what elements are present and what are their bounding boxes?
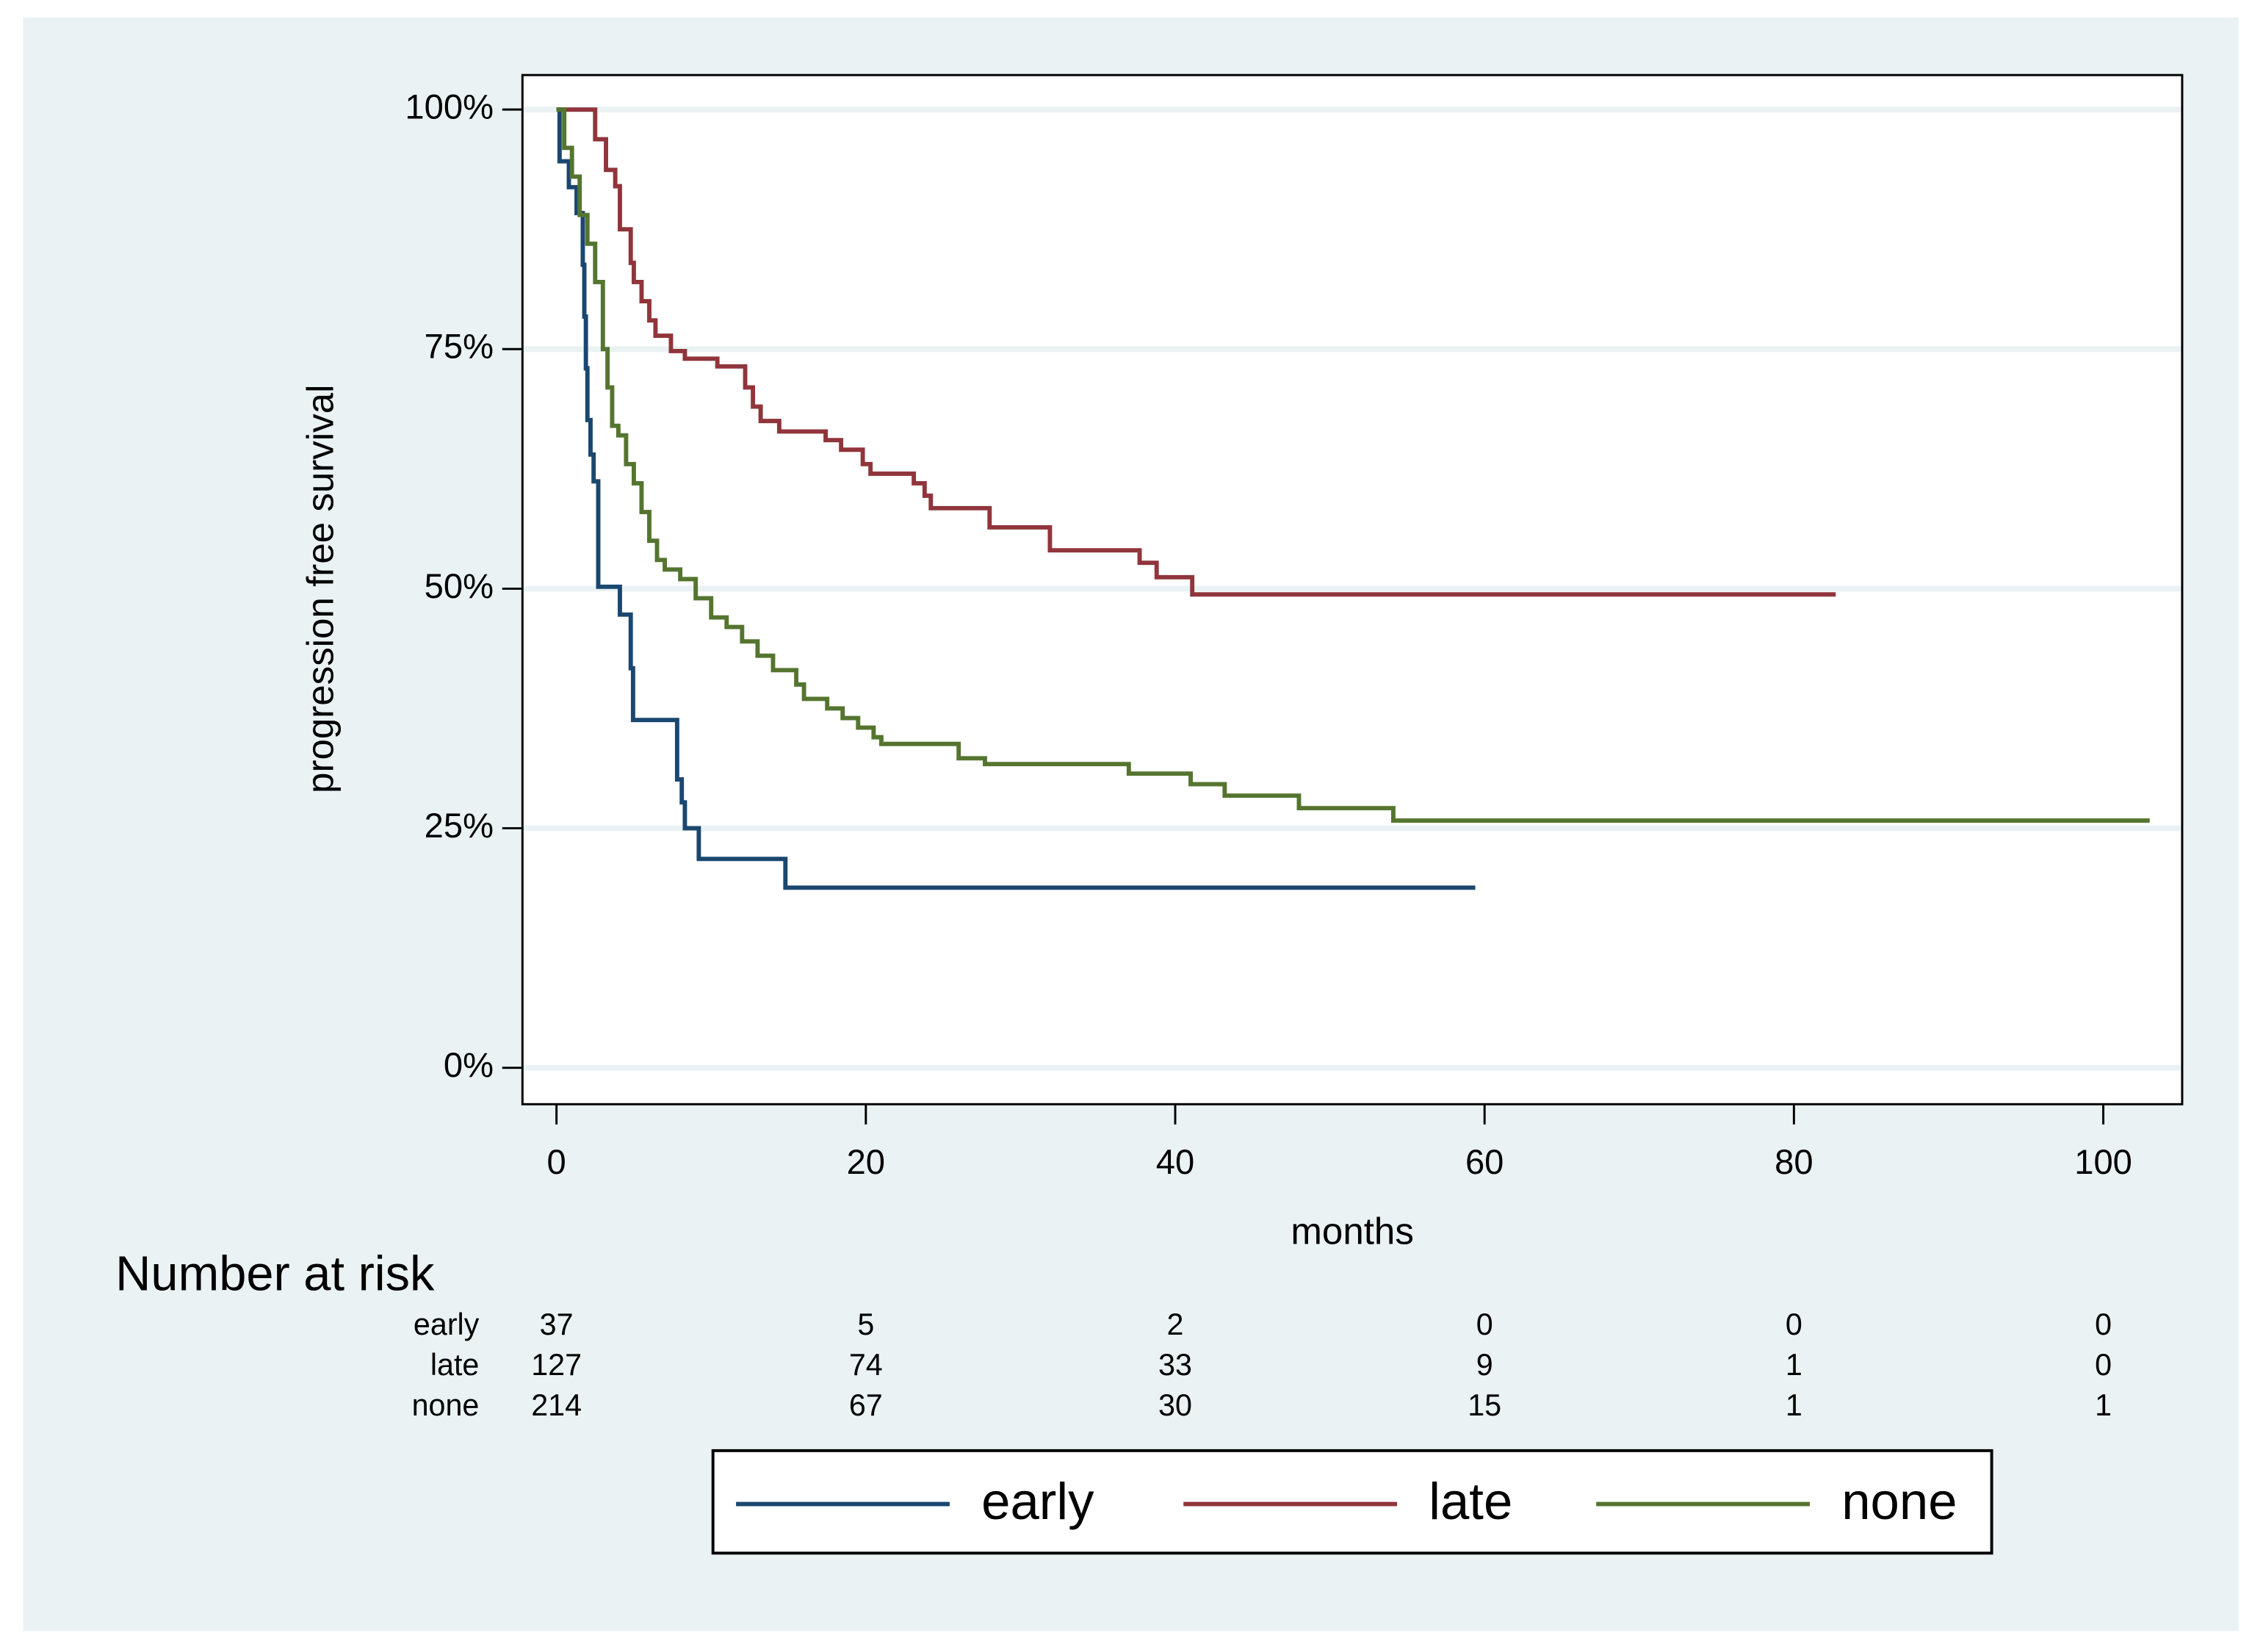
risk-value: 214 xyxy=(531,1388,582,1422)
risk-value: 15 xyxy=(1468,1388,1501,1422)
x-tick-label: 100 xyxy=(2074,1142,2132,1181)
x-tick-label: 0 xyxy=(547,1142,566,1181)
y-tick-label: 25% xyxy=(425,806,494,845)
risk-row-label: none xyxy=(412,1388,480,1422)
legend-label: none xyxy=(1841,1472,1957,1530)
survival-line xyxy=(556,107,1836,597)
x-tick-label: 80 xyxy=(1775,1142,1813,1181)
legend-label: late xyxy=(1429,1472,1512,1530)
legend-label: early xyxy=(981,1472,1094,1530)
risk-value: 0 xyxy=(1476,1307,1493,1341)
risk-row-label: late xyxy=(430,1348,480,1382)
risk-value: 1 xyxy=(2095,1388,2112,1422)
grid xyxy=(522,107,2182,1071)
x-tick-label: 20 xyxy=(847,1142,885,1181)
risk-title: Number at risk xyxy=(115,1247,435,1302)
risk-row-label: early xyxy=(414,1307,480,1341)
x-tick-label: 60 xyxy=(1465,1142,1504,1181)
y-tick-label: 0% xyxy=(444,1045,494,1084)
risk-value: 74 xyxy=(849,1348,883,1382)
survival-line xyxy=(556,107,2150,823)
y-tick-label: 100% xyxy=(405,87,494,126)
y-tick-label: 50% xyxy=(425,566,494,605)
x-axis-title: months xyxy=(1291,1211,1414,1252)
risk-value: 37 xyxy=(540,1307,574,1341)
risk-value: 127 xyxy=(531,1348,582,1382)
risk-value: 30 xyxy=(1158,1388,1192,1422)
risk-value: 0 xyxy=(2095,1348,2112,1382)
y-axis-title: progression free survival xyxy=(300,385,342,793)
x-tick-label: 40 xyxy=(1156,1142,1194,1181)
risk-value: 5 xyxy=(857,1307,874,1341)
risk-value: 1 xyxy=(1786,1388,1802,1422)
lines xyxy=(556,107,2150,890)
risk-value: 33 xyxy=(1158,1348,1192,1382)
risk-value: 9 xyxy=(1476,1348,1493,1382)
risk-value: 1 xyxy=(1786,1348,1802,1382)
risk-value: 2 xyxy=(1167,1307,1184,1341)
risk-value: 0 xyxy=(2095,1307,2112,1341)
y-tick-label: 75% xyxy=(425,327,494,366)
risk-value: 0 xyxy=(1786,1307,1802,1341)
risk-value: 67 xyxy=(849,1388,883,1422)
